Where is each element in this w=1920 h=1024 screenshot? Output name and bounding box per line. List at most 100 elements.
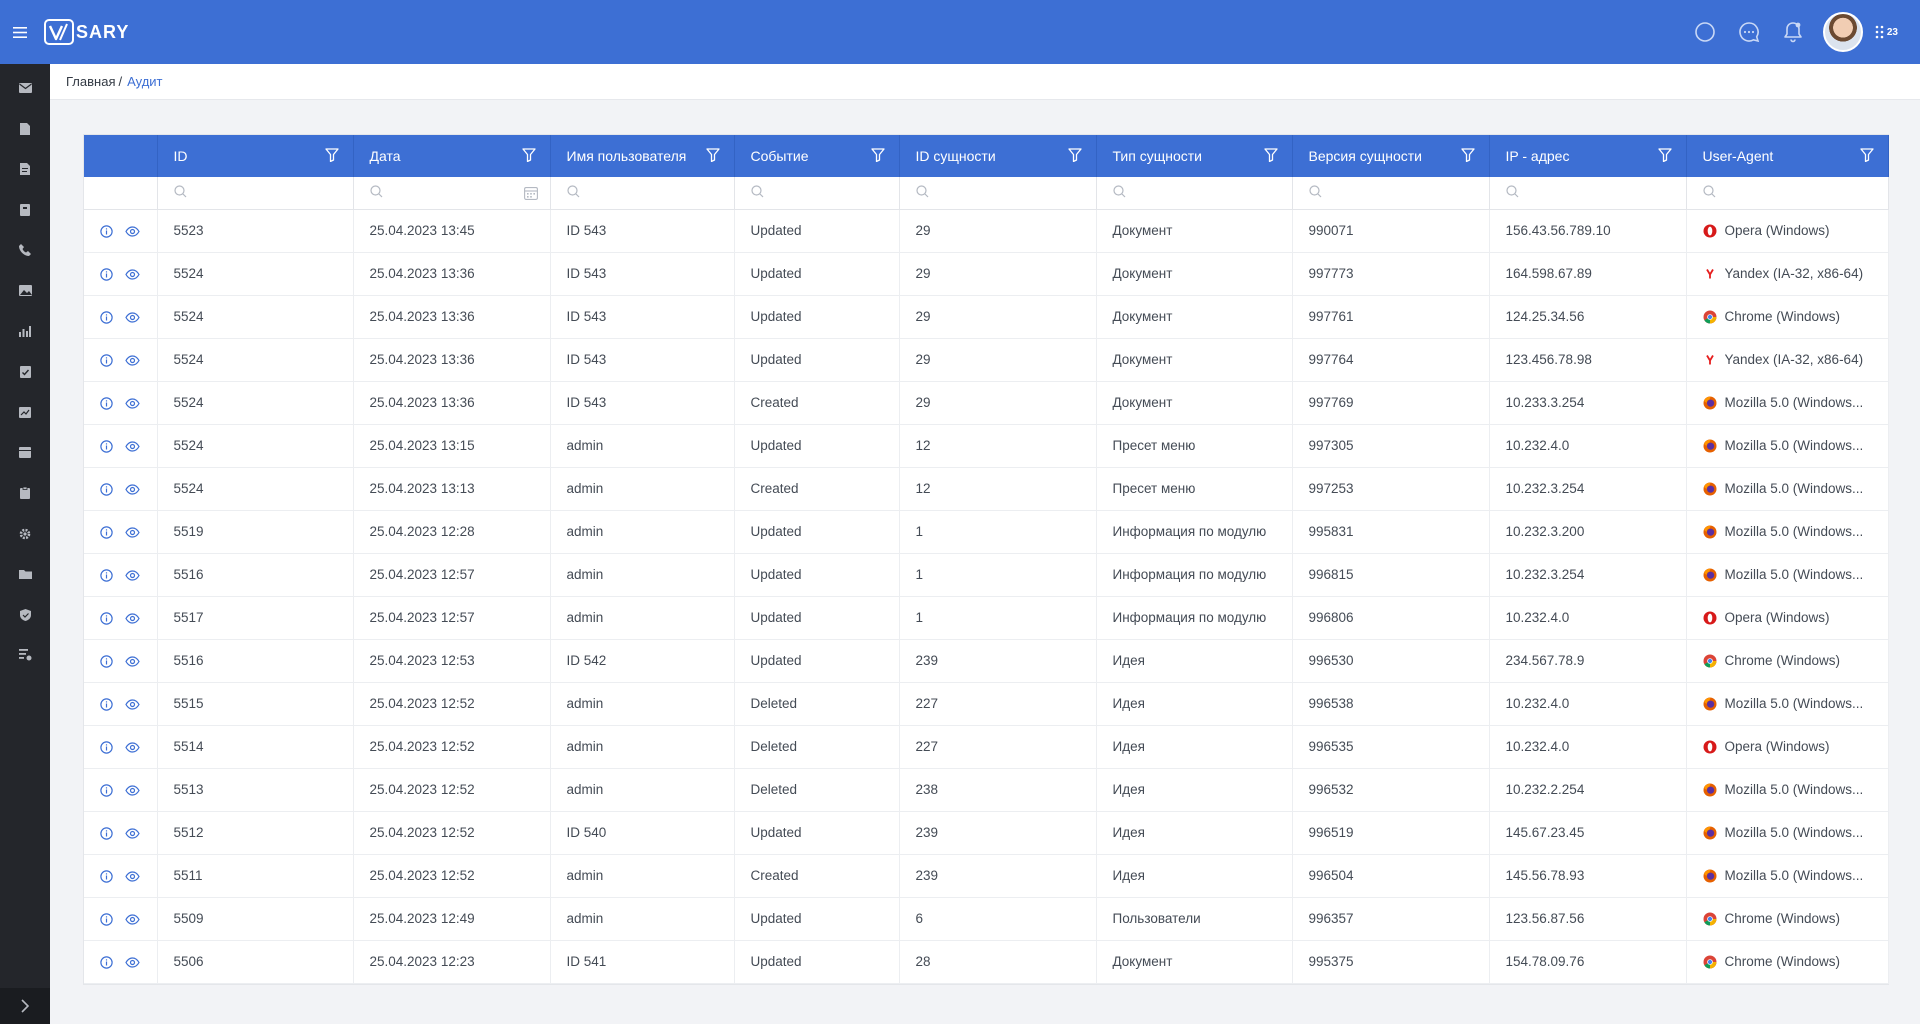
info-icon[interactable] — [100, 526, 113, 539]
info-icon[interactable] — [100, 870, 113, 883]
document-icon[interactable] — [0, 109, 50, 150]
breadcrumb-home-link[interactable]: Главная — [66, 74, 116, 89]
search-input-id[interactable] — [157, 177, 354, 210]
phone-icon[interactable] — [0, 230, 50, 271]
calendar-icon[interactable] — [0, 433, 50, 474]
filter-icon[interactable] — [521, 148, 536, 165]
view-eye-icon[interactable] — [125, 527, 140, 538]
report-icon[interactable] — [0, 392, 50, 433]
cell-user: ID 543 — [550, 381, 735, 425]
chat-icon[interactable] — [1727, 0, 1771, 64]
shield-icon[interactable] — [0, 595, 50, 636]
view-eye-icon[interactable] — [125, 613, 140, 624]
info-icon[interactable] — [100, 569, 113, 582]
column-header-entity-type[interactable]: Тип сущности — [1096, 135, 1293, 177]
user-avatar[interactable] — [1822, 12, 1863, 52]
info-icon[interactable] — [100, 225, 113, 238]
info-icon[interactable] — [100, 354, 113, 367]
filter-icon[interactable] — [1067, 148, 1082, 165]
info-icon[interactable] — [100, 956, 113, 969]
document-text-icon[interactable] — [0, 149, 50, 190]
view-eye-icon[interactable] — [125, 484, 140, 495]
apps-menu[interactable]: 23 — [1875, 25, 1898, 39]
mail-icon[interactable] — [0, 68, 50, 109]
column-header-label: ID — [173, 148, 188, 164]
chart-icon[interactable] — [0, 311, 50, 352]
view-eye-icon[interactable] — [125, 742, 140, 753]
filter-icon[interactable] — [1859, 148, 1874, 165]
column-header-entity-id[interactable]: ID сущности — [899, 135, 1097, 177]
view-eye-icon[interactable] — [125, 871, 140, 882]
filter-icon[interactable] — [1263, 148, 1278, 165]
list-settings-icon[interactable] — [0, 635, 50, 676]
filter-icon[interactable] — [870, 148, 885, 165]
cell-user: ID 542 — [550, 639, 735, 683]
info-icon[interactable] — [100, 655, 113, 668]
search-input-event[interactable] — [734, 177, 900, 210]
user-agent-text: Chrome (Windows) — [1724, 954, 1841, 969]
info-icon[interactable] — [100, 397, 113, 410]
folder-icon[interactable] — [0, 554, 50, 595]
search-input-user-agent[interactable] — [1686, 177, 1889, 210]
info-icon[interactable] — [100, 784, 113, 797]
search-icon[interactable] — [1683, 0, 1727, 64]
info-icon[interactable] — [100, 440, 113, 453]
logo[interactable]: SARY — [44, 0, 150, 64]
column-header-user[interactable]: Имя пользователя — [550, 135, 735, 177]
view-eye-icon[interactable] — [125, 269, 140, 280]
info-icon[interactable] — [100, 483, 113, 496]
view-eye-icon[interactable] — [125, 226, 140, 237]
view-eye-icon[interactable] — [125, 785, 140, 796]
filter-icon[interactable] — [1657, 148, 1672, 165]
view-eye-icon[interactable] — [125, 355, 140, 366]
filter-icon[interactable] — [324, 148, 339, 165]
view-eye-icon[interactable] — [125, 398, 140, 409]
search-input-date[interactable] — [353, 177, 551, 210]
calendar-icon[interactable] — [523, 186, 538, 203]
cell-user-agent: Mozilla 5.0 (Windows... — [1686, 768, 1889, 812]
info-icon[interactable] — [100, 612, 113, 625]
hamburger-menu-icon[interactable] — [0, 0, 40, 64]
view-eye-icon[interactable] — [125, 957, 140, 968]
column-header-event[interactable]: Событие — [734, 135, 900, 177]
filter-icon[interactable] — [705, 148, 720, 165]
column-header-id[interactable]: ID — [157, 135, 354, 177]
cell-ip: 10.232.4.0 — [1489, 596, 1687, 640]
cell-entity-id: 227 — [899, 682, 1097, 726]
column-header-ip[interactable]: IP - адрес — [1489, 135, 1687, 177]
search-input-ip[interactable] — [1489, 177, 1687, 210]
info-icon[interactable] — [100, 311, 113, 324]
column-header-date[interactable]: Дата — [353, 135, 551, 177]
task-icon[interactable] — [0, 352, 50, 393]
book-icon[interactable] — [0, 190, 50, 231]
cell-date: 25.04.2023 13:13 — [353, 467, 551, 511]
image-icon[interactable] — [0, 271, 50, 312]
search-input-entity-id[interactable] — [899, 177, 1097, 210]
cell-id: 5509 — [157, 897, 354, 941]
search-input-entity-version[interactable] — [1292, 177, 1490, 210]
view-eye-icon[interactable] — [125, 828, 140, 839]
view-eye-icon[interactable] — [125, 656, 140, 667]
view-eye-icon[interactable] — [125, 441, 140, 452]
cell-event: Created — [734, 467, 900, 511]
search-input-user[interactable] — [550, 177, 735, 210]
cell-date: 25.04.2023 13:15 — [353, 424, 551, 468]
search-input-entity-type[interactable] — [1096, 177, 1293, 210]
info-icon[interactable] — [100, 913, 113, 926]
cell-user-agent: Opera (Windows) — [1686, 596, 1889, 640]
info-icon[interactable] — [100, 698, 113, 711]
view-eye-icon[interactable] — [125, 914, 140, 925]
view-eye-icon[interactable] — [125, 570, 140, 581]
info-icon[interactable] — [100, 268, 113, 281]
info-icon[interactable] — [100, 827, 113, 840]
bell-icon[interactable] — [1771, 0, 1815, 64]
view-eye-icon[interactable] — [125, 699, 140, 710]
view-eye-icon[interactable] — [125, 312, 140, 323]
settings-icon[interactable] — [0, 514, 50, 555]
sidebar-expand-button[interactable] — [0, 988, 50, 1024]
column-header-user-agent[interactable]: User-Agent — [1686, 135, 1889, 177]
info-icon[interactable] — [100, 741, 113, 754]
clipboard-icon[interactable] — [0, 473, 50, 514]
filter-icon[interactable] — [1460, 148, 1475, 165]
column-header-entity-version[interactable]: Версия сущности — [1292, 135, 1490, 177]
